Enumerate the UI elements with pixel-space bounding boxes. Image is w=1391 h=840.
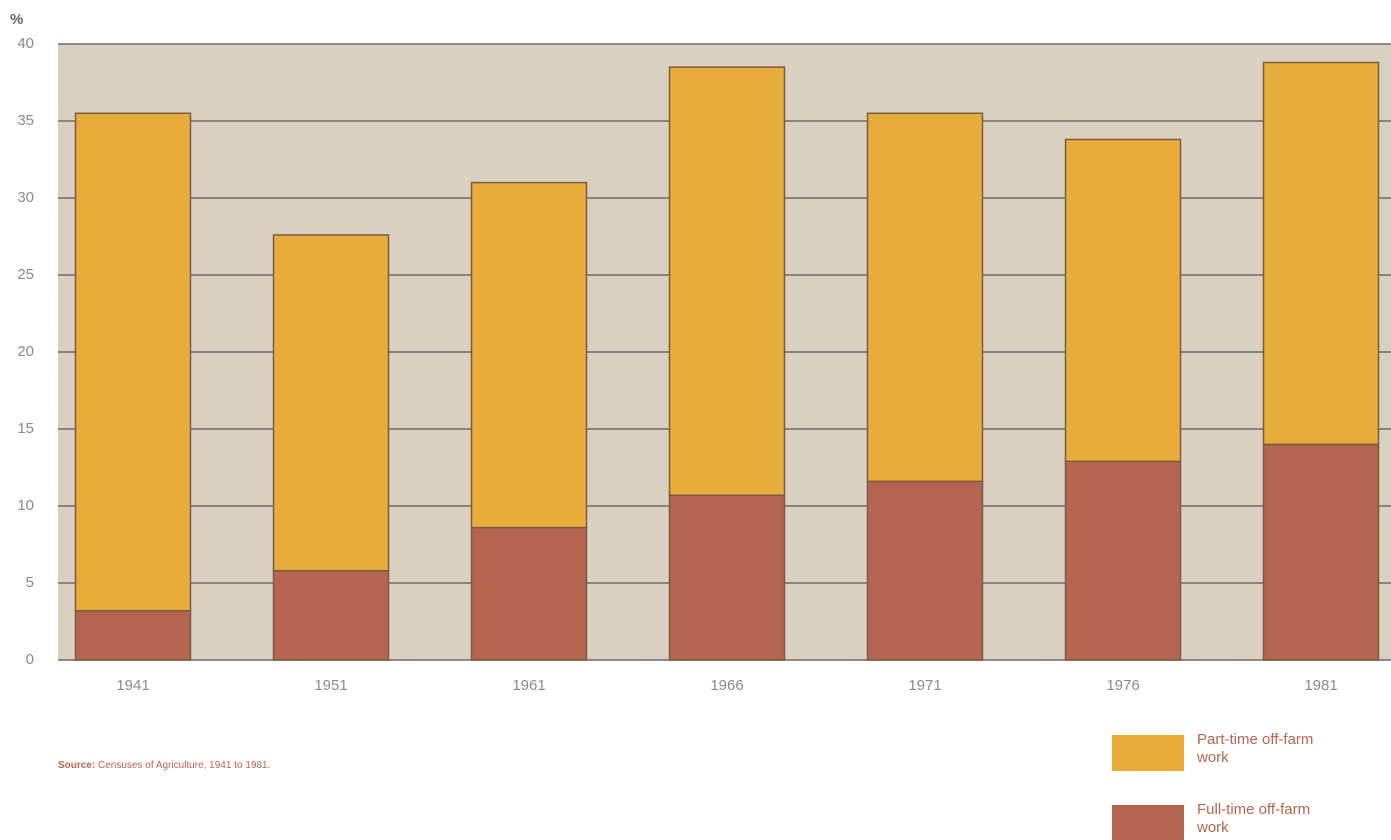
x-tick-label: 1976	[1106, 677, 1139, 694]
bar-segment	[668, 66, 786, 496]
bar-segment	[866, 112, 984, 483]
bar-segment	[1262, 61, 1380, 446]
y-tick-label: 20	[17, 343, 34, 360]
x-tick-label: 1971	[908, 677, 941, 694]
legend-label: Part-time off-farm work	[1197, 731, 1314, 766]
y-tick-label: 5	[26, 574, 34, 591]
y-axis-label: %	[10, 11, 23, 28]
bar-segment	[470, 181, 588, 529]
bar-segment	[74, 609, 192, 661]
y-tick-label: 25	[17, 266, 34, 283]
x-tick-label: 1951	[314, 677, 347, 694]
bar-segment	[272, 569, 390, 661]
y-tick-label: 35	[17, 112, 34, 129]
x-tick-label: 1981	[1304, 677, 1337, 694]
bar-segment	[668, 494, 786, 661]
legend-label: Full-time off-farm work	[1197, 801, 1311, 836]
bar-segment	[272, 234, 390, 572]
bar-segment	[74, 112, 192, 612]
bar-segment	[1064, 460, 1182, 661]
source: Source: Censuses of Agriculture, 1941 to…	[58, 760, 270, 771]
y-tick-label: 40	[17, 35, 34, 52]
source-label: Source:	[58, 760, 96, 771]
bar-segment	[866, 480, 984, 661]
bar-segment	[470, 526, 588, 661]
x-tick-label: 1941	[116, 677, 149, 694]
y-tick-label: 0	[26, 651, 34, 668]
source-text: Censuses of Agriculture, 1941 to 1981.	[98, 760, 271, 771]
x-tick-label: 1966	[710, 677, 743, 694]
y-tick-label: 10	[17, 497, 34, 514]
legend-swatch	[1112, 735, 1184, 771]
bar-segment	[1064, 138, 1182, 463]
x-tick-label: 1961	[512, 677, 545, 694]
y-tick-label: 30	[17, 189, 34, 206]
legend-swatch	[1112, 805, 1184, 840]
bar-segment	[1262, 443, 1380, 661]
y-tick-label: 15	[17, 420, 34, 437]
